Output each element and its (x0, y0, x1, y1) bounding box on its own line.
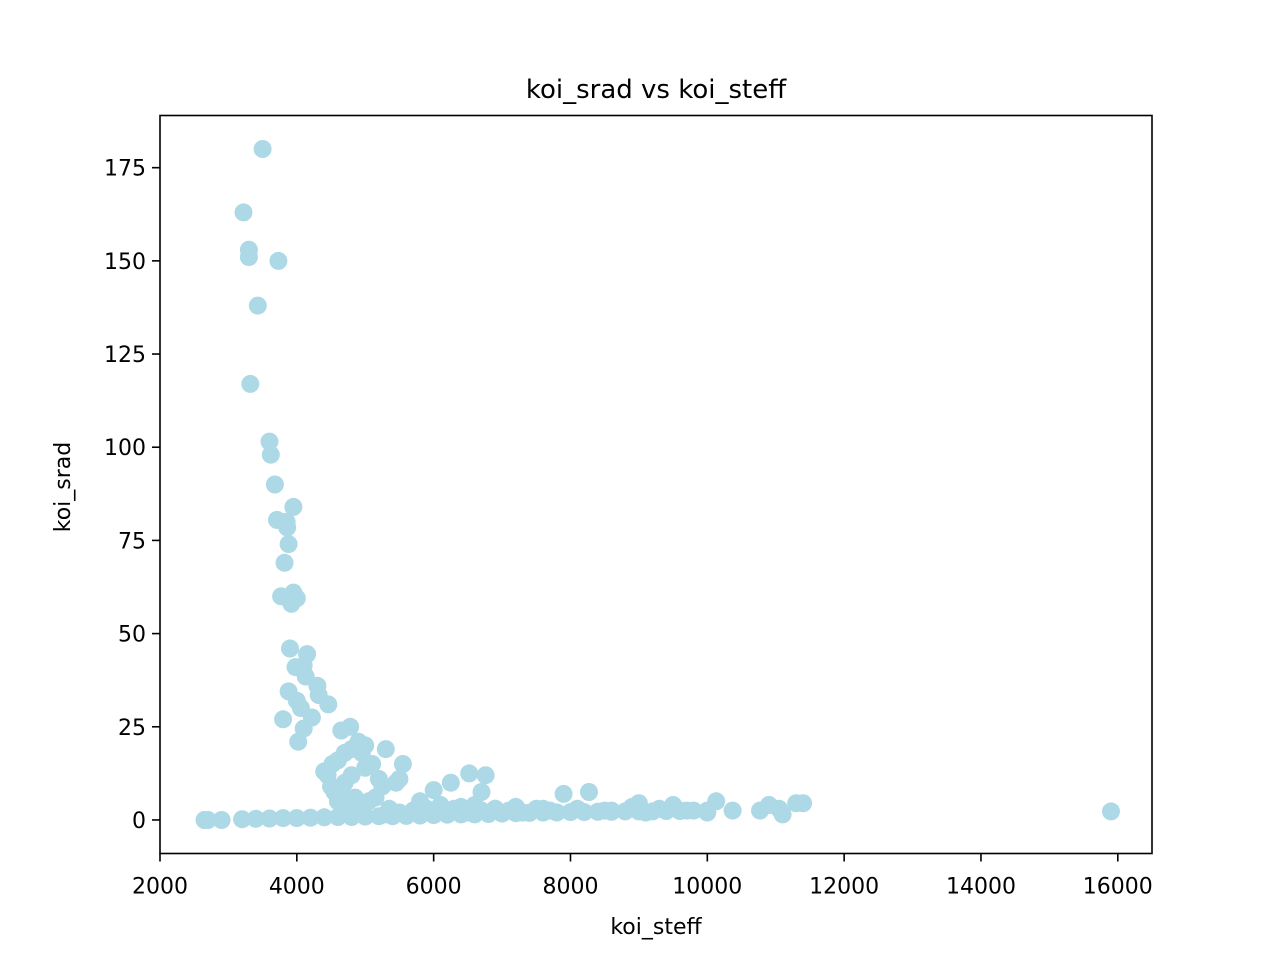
data-point (261, 445, 280, 464)
data-point (269, 251, 288, 270)
data-point (278, 518, 297, 537)
data-point (460, 764, 479, 783)
data-point (499, 801, 518, 820)
data-point (356, 807, 375, 826)
data-point (363, 755, 382, 773)
data-point (284, 497, 303, 516)
data-point (472, 801, 491, 820)
data-point (212, 811, 231, 829)
data-point (328, 808, 347, 826)
data-point (431, 801, 450, 820)
y-tick-label: 50 (118, 623, 146, 648)
data-point (318, 766, 337, 785)
data-point (616, 802, 635, 821)
data-point (393, 755, 412, 773)
points-layer (195, 140, 1120, 829)
data-point (541, 801, 559, 820)
data-point (657, 802, 676, 820)
data-point (698, 801, 717, 820)
x-tick-label: 2000 (132, 875, 188, 900)
data-point (568, 799, 587, 818)
x-tick-label: 12000 (809, 875, 879, 900)
data-point (580, 783, 598, 801)
y-tick-label: 0 (132, 809, 146, 834)
data-point (670, 801, 689, 820)
data-point (773, 805, 792, 824)
data-point (441, 773, 460, 792)
data-point (289, 732, 308, 751)
x-axis: 2000 4000 6000 8000 10000 12000 14000 16000 (132, 853, 1153, 900)
data-point (274, 710, 293, 729)
x-tick-label: 10000 (672, 875, 742, 900)
data-point (390, 770, 409, 788)
x-tick-label: 16000 (1083, 875, 1153, 900)
data-point (319, 695, 338, 714)
data-point (588, 802, 607, 821)
data-point (476, 766, 495, 785)
data-point (602, 801, 621, 820)
plot-area-frame (159, 114, 1153, 855)
data-point (342, 766, 361, 785)
data-point (554, 784, 573, 803)
data-point (275, 553, 294, 572)
data-point (315, 808, 334, 827)
data-point (404, 801, 423, 820)
chart-title: koi_srad vs koi_steff (526, 75, 787, 105)
data-point (233, 810, 252, 829)
data-point (513, 803, 532, 822)
data-point (445, 799, 464, 818)
y-axis-label: koi_srad (51, 442, 76, 532)
x-tick-label: 14000 (946, 875, 1016, 900)
data-point (684, 801, 703, 820)
y-tick-label: 125 (104, 343, 146, 368)
x-tick-label: 8000 (542, 875, 598, 900)
data-point (458, 803, 477, 822)
data-point (241, 374, 260, 393)
data-point (424, 781, 443, 800)
x-tick-label: 4000 (269, 875, 325, 900)
data-point (390, 803, 409, 822)
data-point (260, 432, 279, 451)
data-point (301, 808, 320, 827)
data-point (1102, 802, 1120, 821)
data-point (246, 809, 265, 828)
data-point (486, 799, 505, 818)
data-point (239, 248, 258, 267)
data-point (234, 203, 253, 222)
data-point (794, 794, 813, 813)
data-point (253, 140, 272, 158)
data-point (287, 589, 306, 608)
data-point (260, 809, 279, 828)
data-point (376, 740, 395, 759)
y-tick-label: 75 (118, 529, 146, 554)
data-point (636, 803, 655, 822)
y-tick-label: 150 (104, 250, 146, 275)
data-point (417, 799, 436, 818)
y-tick-label: 175 (104, 157, 146, 182)
data-point (265, 475, 284, 494)
y-axis: 0 25 50 75 100 125 150 175 (104, 157, 160, 834)
x-axis-label: koi_steff (610, 915, 702, 940)
data-point (248, 296, 267, 315)
data-point (274, 809, 293, 828)
data-point (723, 801, 742, 820)
data-point (366, 788, 385, 807)
data-point (198, 811, 217, 829)
x-tick-label: 6000 (406, 875, 462, 900)
data-point (376, 805, 395, 824)
y-tick-label: 25 (118, 716, 146, 741)
data-point (281, 639, 299, 658)
data-point (341, 717, 360, 736)
data-point (287, 809, 306, 828)
data-point (342, 808, 361, 826)
y-tick-label: 100 (104, 436, 146, 461)
data-point (279, 535, 298, 554)
